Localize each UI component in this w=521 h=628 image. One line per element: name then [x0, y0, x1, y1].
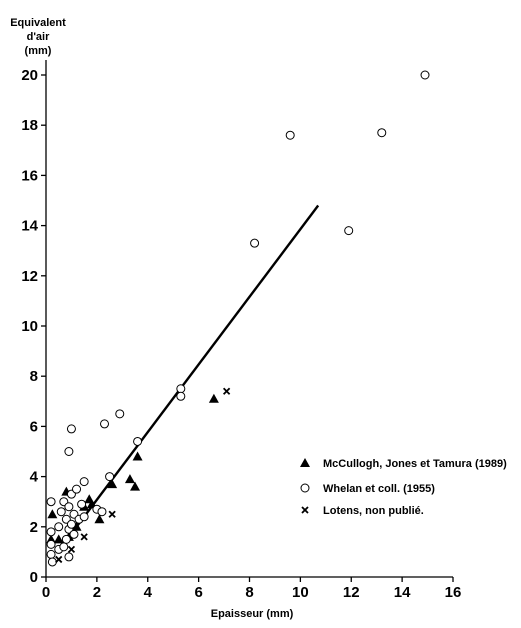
- data-point: [250, 238, 260, 248]
- x-axis-label: Epaisseur (mm): [211, 608, 294, 620]
- series-1: [46, 70, 430, 567]
- y-tick-label: 2: [30, 519, 38, 536]
- y-tick-label: 14: [21, 218, 38, 235]
- y-tick-label: 8: [30, 368, 38, 385]
- data-point: [46, 497, 56, 507]
- data-point: [69, 529, 79, 539]
- data-point: [47, 509, 58, 519]
- data-point: [176, 384, 186, 394]
- data-point: [208, 393, 219, 403]
- x-tick-label: 14: [394, 584, 411, 601]
- series-2: [55, 387, 231, 564]
- y-tick-label: 12: [21, 268, 38, 285]
- data-point: [130, 481, 141, 491]
- data-point: [46, 527, 56, 537]
- x-tick-label: 4: [144, 584, 153, 601]
- data-point: [79, 477, 89, 487]
- legend-marker: [300, 458, 310, 467]
- fit-line-group: [75, 204, 320, 528]
- y-tick-label: 4: [30, 469, 39, 486]
- y-tick-label: 20: [21, 67, 38, 84]
- data-point: [79, 512, 89, 522]
- y-tick-label: 10: [21, 318, 38, 335]
- data-point: [55, 555, 63, 564]
- data-point: [59, 542, 69, 552]
- data-point: [100, 419, 110, 429]
- data-point: [108, 510, 116, 518]
- legend-label: Whelan et coll. (1955): [323, 483, 435, 495]
- data-point: [47, 557, 57, 567]
- data-point: [53, 534, 64, 544]
- x-tick-label: 8: [245, 584, 253, 601]
- data-point: [94, 514, 105, 524]
- legend-label: Lotens, non publié.: [323, 505, 424, 517]
- data-point: [80, 533, 88, 541]
- y-tick-label: 16: [21, 167, 38, 184]
- legend-item: Whelan et coll. (1955): [300, 483, 435, 495]
- data-point: [67, 545, 76, 554]
- data-point: [176, 391, 186, 401]
- data-point: [132, 451, 143, 461]
- data-point: [133, 436, 143, 446]
- data-point: [344, 226, 354, 236]
- legend: McCullogh, Jones et Tamura (1989) Whelan …: [300, 458, 507, 517]
- data-point: [77, 499, 87, 509]
- data-point: [115, 409, 125, 419]
- legend-marker: [300, 483, 310, 493]
- y-axis-label-line-1: Equivalent: [10, 17, 66, 29]
- axes: 0 2 4 6 8 10 12 14 16 18 20 0 2 4 6 8 10 12 14 16: [21, 60, 461, 601]
- data-point: [105, 472, 115, 482]
- data-point: [64, 447, 74, 456]
- legend-item: Lotens, non publié.: [301, 505, 424, 517]
- data-point: [46, 549, 56, 559]
- data-points: [46, 70, 430, 567]
- data-point: [64, 552, 74, 562]
- y-axis-label-line-3: (mm): [25, 45, 52, 57]
- data-point: [46, 539, 56, 549]
- x-tick-label: 16: [445, 584, 462, 601]
- data-point: [56, 507, 66, 517]
- data-point: [222, 387, 231, 395]
- y-axis-label-line-2: d'air: [27, 31, 51, 43]
- x-tick-label: 0: [42, 584, 50, 601]
- legend-marker: [301, 506, 309, 514]
- data-point: [66, 424, 76, 434]
- data-point: [72, 484, 82, 494]
- data-point: [377, 128, 387, 138]
- data-point: [54, 522, 64, 532]
- legend-label: McCullogh, Jones et Tamura (1989): [323, 458, 507, 470]
- data-point: [420, 70, 430, 80]
- data-point: [97, 507, 107, 517]
- data-point: [285, 130, 295, 140]
- data-point: [61, 534, 71, 544]
- data-point: [71, 521, 82, 531]
- legend-item: McCullogh, Jones et Tamura (1989): [300, 458, 507, 470]
- data-point: [66, 519, 76, 529]
- data-point: [64, 502, 74, 512]
- data-point: [124, 474, 135, 484]
- y-tick-label: 0: [30, 569, 38, 586]
- x-tick-label: 6: [194, 584, 202, 601]
- y-tick-label: 6: [30, 418, 38, 435]
- x-tick-label: 2: [93, 584, 101, 601]
- y-tick-label: 18: [21, 117, 38, 134]
- x-tick-label: 12: [343, 584, 360, 601]
- x-tick-label: 10: [292, 584, 309, 601]
- fit-line: [75, 204, 320, 528]
- data-point: [107, 479, 118, 489]
